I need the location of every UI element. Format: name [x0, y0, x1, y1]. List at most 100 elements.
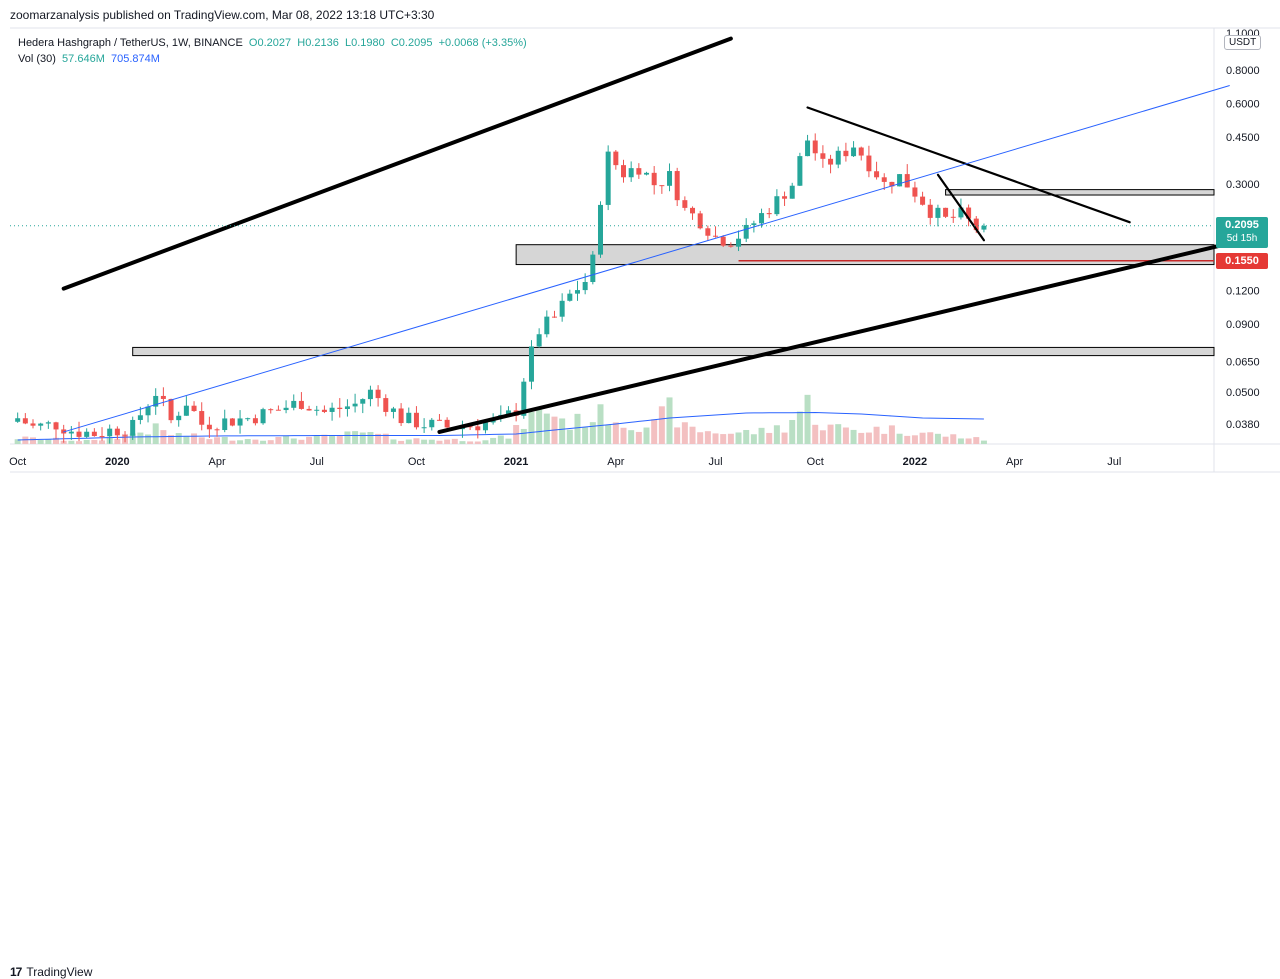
- volume-value: 57.646M: [62, 53, 105, 65]
- volume-bar: [505, 438, 512, 444]
- volume-bar: [566, 429, 573, 444]
- volume-bar: [53, 437, 60, 444]
- candle-body: [383, 398, 389, 412]
- volume-label[interactable]: Vol (30): [18, 53, 56, 65]
- candle-body: [559, 300, 565, 317]
- candle-body: [222, 418, 228, 431]
- price-tick-label: 0.1200: [1226, 285, 1260, 297]
- volume-bar: [582, 427, 589, 444]
- volume-bar: [275, 437, 282, 444]
- volume-bar: [942, 436, 949, 444]
- drawings-layer: [10, 36, 1232, 434]
- volume-bar: [290, 438, 297, 444]
- volume-bar: [543, 413, 550, 444]
- candle-body: [160, 395, 166, 399]
- candle-body: [337, 407, 343, 410]
- candle-body: [674, 171, 680, 201]
- candle-body: [920, 196, 926, 205]
- candle-body: [812, 140, 818, 154]
- candle-body: [613, 151, 619, 166]
- volume-bar: [735, 432, 742, 444]
- volume-bar: [835, 424, 842, 444]
- candle-body: [367, 389, 373, 400]
- candle-body: [298, 400, 304, 409]
- volume-bar: [152, 423, 159, 444]
- high-value: H0.2136: [297, 37, 339, 49]
- candle-body: [820, 153, 826, 159]
- symbol-title[interactable]: Hedera Hashgraph / TetherUS, 1W, BINANCE: [18, 37, 243, 49]
- volume-bar: [842, 427, 849, 444]
- candle-body: [467, 426, 473, 428]
- candle-body: [966, 207, 972, 219]
- time-tick-label: 2021: [504, 456, 528, 468]
- volume-bar: [635, 431, 642, 444]
- candle-body: [15, 418, 21, 422]
- candle-body: [644, 172, 650, 175]
- change-value: +0.0068 (+3.35%): [438, 37, 527, 49]
- candle-body: [766, 213, 772, 215]
- volume-bar: [382, 433, 389, 444]
- price-axis-ticks: 1.10000.80000.60000.45000.30000.12000.09…: [1226, 28, 1260, 431]
- volume-bar: [666, 397, 673, 444]
- candle-body: [544, 316, 550, 335]
- time-tick-label: Jul: [310, 456, 324, 468]
- volume-bar: [313, 434, 320, 444]
- volume-bar: [252, 439, 259, 444]
- volume-bar: [804, 394, 811, 444]
- candle-body: [275, 409, 281, 411]
- volume-bar: [827, 424, 834, 444]
- volume-bar: [168, 435, 175, 444]
- candle-body: [881, 177, 887, 182]
- candle-body: [889, 181, 895, 187]
- candle-body: [935, 207, 941, 218]
- close-value: C0.2095: [390, 37, 433, 49]
- volume-bar: [750, 434, 757, 444]
- candle-body: [206, 424, 212, 430]
- tradingview-logo[interactable]: 17 TradingView: [10, 965, 92, 979]
- candle-body: [38, 423, 44, 426]
- volume-bar: [559, 418, 566, 444]
- currency-unit-button[interactable]: USDT: [1224, 35, 1262, 50]
- volume-bar: [965, 438, 972, 444]
- candle-body: [137, 415, 143, 420]
- volume-bar: [697, 432, 704, 444]
- price-chart[interactable]: 1.10000.80000.60000.45000.30000.12000.09…: [0, 0, 1280, 509]
- volume-bar: [482, 440, 489, 444]
- volume-bar: [773, 425, 780, 444]
- candle-body: [321, 409, 327, 412]
- candle-body: [904, 174, 910, 188]
- footer: 17 TradingView: [0, 480, 1280, 979]
- candle-body: [183, 405, 189, 416]
- volume-bar: [973, 437, 980, 444]
- volume-bar: [643, 427, 650, 444]
- price-tick-label: 0.4500: [1226, 132, 1260, 144]
- candle-body: [667, 171, 673, 186]
- volume-bar: [789, 419, 796, 444]
- support-zone: [132, 346, 1215, 357]
- volume-bar: [658, 406, 665, 444]
- candle-body: [130, 419, 136, 436]
- candle-body: [291, 400, 297, 408]
- volume-bar: [927, 432, 934, 444]
- time-tick-label: Oct: [807, 456, 824, 468]
- publisher-line: zoomarzanalysis published on TradingView…: [10, 8, 435, 22]
- open-value: O0.2027: [248, 37, 292, 49]
- volume-bar: [91, 439, 98, 444]
- candle-body: [851, 147, 857, 157]
- candle-body: [682, 200, 688, 208]
- candle-body: [352, 403, 358, 407]
- candle-body: [260, 409, 266, 424]
- candle-body: [398, 408, 404, 424]
- candle-body: [743, 224, 749, 239]
- candle-body: [505, 410, 511, 415]
- volume-bar: [260, 440, 267, 444]
- candle-body: [99, 436, 105, 438]
- candle-body: [713, 235, 719, 237]
- candle-body: [191, 405, 197, 412]
- volume-bar: [444, 439, 451, 444]
- candle-body: [329, 407, 335, 412]
- volume-bar: [620, 427, 627, 444]
- candle-body: [22, 418, 28, 424]
- volume-bar: [612, 422, 619, 444]
- support-zone: [515, 244, 1215, 266]
